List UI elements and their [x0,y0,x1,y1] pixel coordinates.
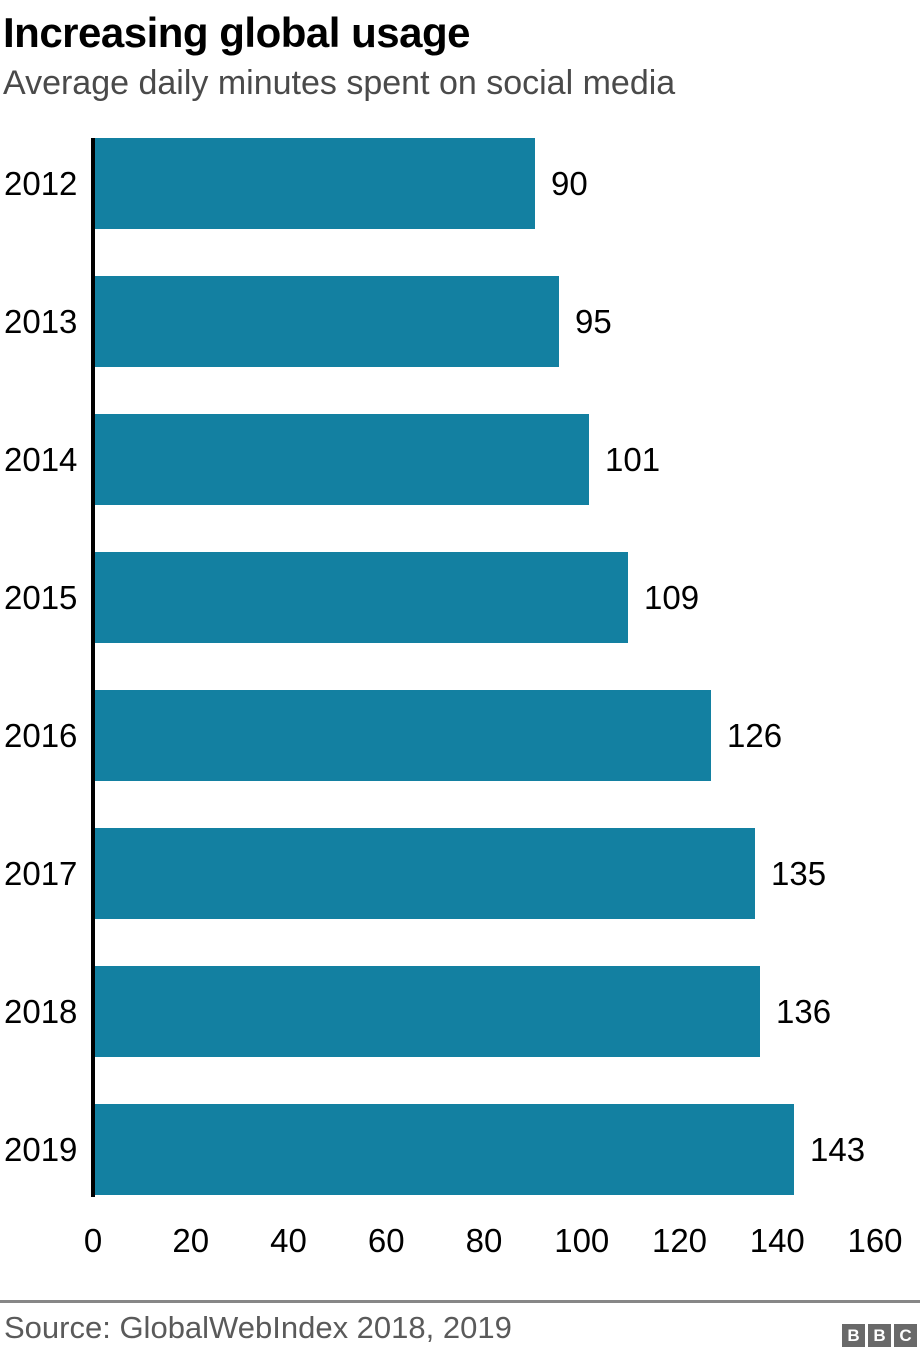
chart-header: Increasing global usage Average daily mi… [0,0,920,103]
category-label: 2016 [4,716,78,754]
bar [95,690,711,781]
bbc-logo-letter: B [842,1324,865,1347]
value-label: 135 [771,854,827,892]
bar-row: 2014 101 [0,414,920,505]
value-label: 143 [810,1130,866,1168]
footer-divider [0,1300,920,1303]
x-tick-label: 100 [554,1222,610,1259]
y-axis-line [91,138,95,1197]
category-label: 2013 [4,302,78,340]
category-label: 2015 [4,578,78,616]
category-label: 2018 [4,992,78,1030]
category-label: 2019 [4,1130,78,1168]
x-axis-tick-labels: 0 20 40 60 80 100 120 140 160 [0,1222,920,1266]
category-label: 2012 [4,164,78,202]
value-label: 126 [727,716,783,754]
x-tick-label: 80 [465,1222,503,1259]
x-tick-label: 40 [270,1222,307,1259]
bar [95,552,628,643]
value-label: 136 [776,992,832,1030]
category-label: 2014 [4,440,78,478]
x-tick-label: 0 [83,1222,103,1259]
value-label: 90 [551,164,588,202]
x-tick-label: 20 [172,1222,210,1259]
bar-row: 2018 136 [0,966,920,1057]
bar [95,828,755,919]
bar-row: 2015 109 [0,552,920,643]
bar-row: 2017 135 [0,828,920,919]
value-label: 101 [605,440,661,478]
value-label: 95 [575,302,612,340]
bbc-logo-letter: C [894,1324,917,1347]
chart-title: Increasing global usage [3,9,470,56]
bar-row: 2019 143 [0,1104,920,1195]
bar-row: 2013 95 [0,276,920,367]
bbc-logo-letter: B [868,1324,891,1347]
value-label: 109 [644,578,700,616]
bar [95,1104,794,1195]
x-tick-label: 120 [651,1222,708,1259]
bar-chart: 2012 90 2013 95 2014 101 2015 109 2016 126 2017 135… [0,138,920,1278]
source-text: Source: GlobalWebIndex 2018, 2019 [4,1310,512,1345]
bar-row: 2016 126 [0,690,920,781]
bar [95,966,760,1057]
chart-subtitle: Average daily minutes spent on social me… [3,64,676,103]
bar [95,414,589,505]
category-label: 2017 [4,854,78,892]
x-tick-label: 160 [847,1222,903,1259]
bar-row: 2012 90 [0,138,920,229]
x-tick-label: 140 [749,1222,805,1259]
bar [95,138,535,229]
x-tick-label: 60 [367,1222,405,1259]
bar [95,276,559,367]
